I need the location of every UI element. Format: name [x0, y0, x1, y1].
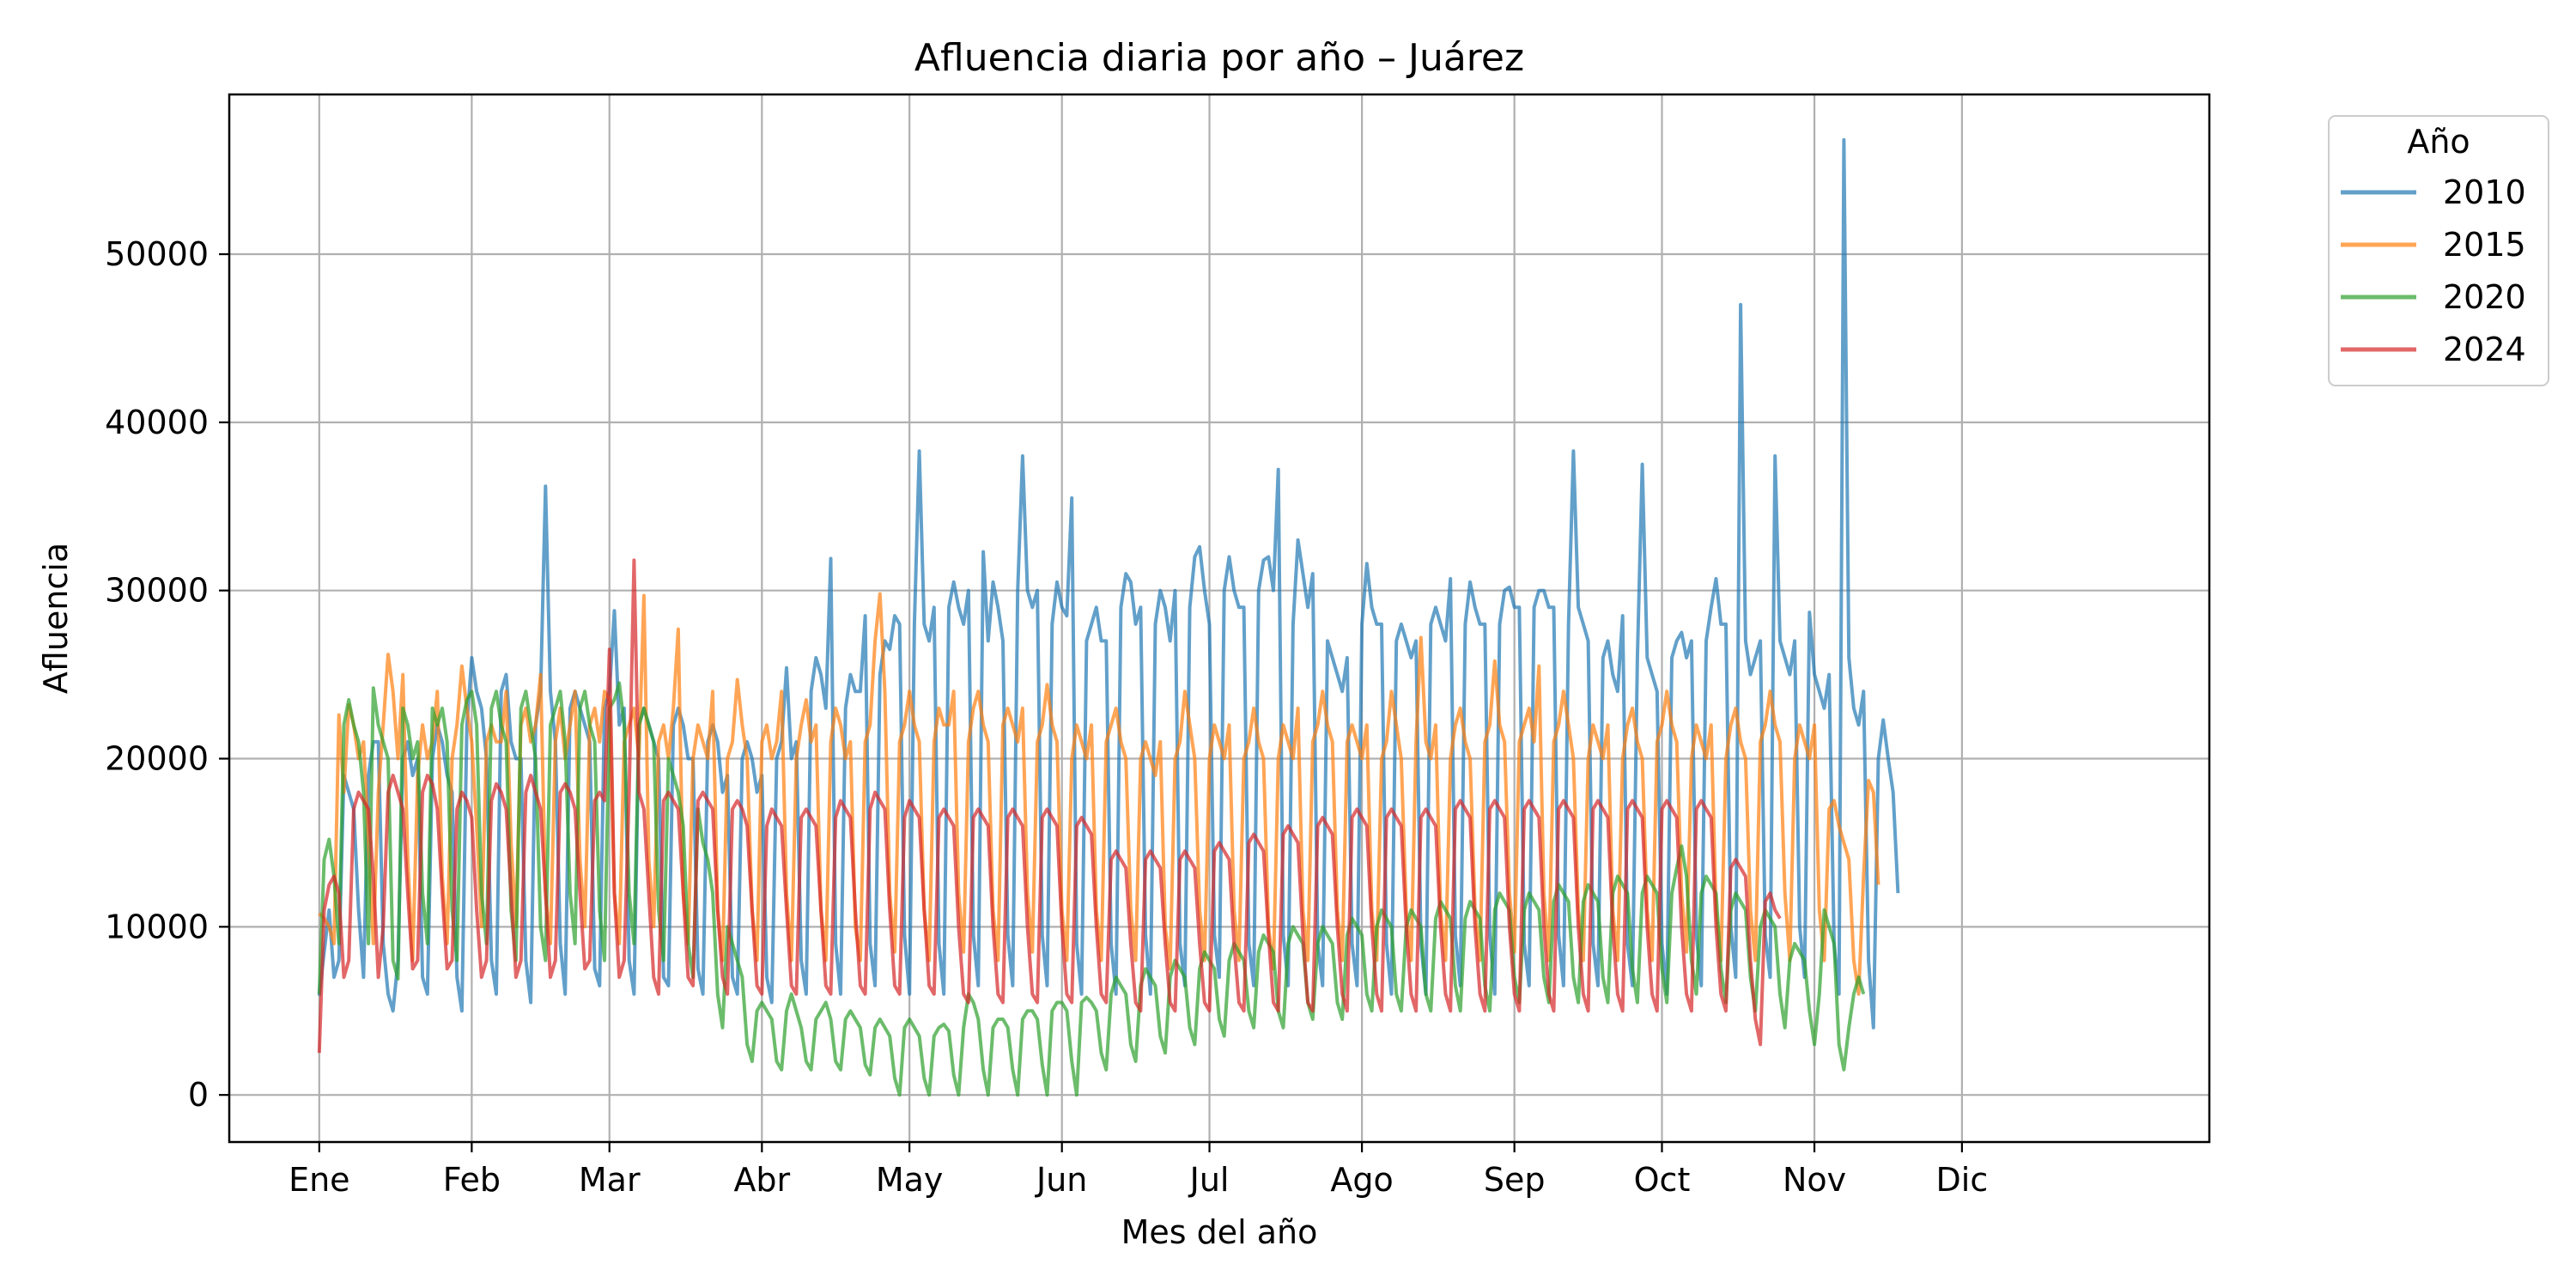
x-axis-label: Mes del año	[1121, 1213, 1318, 1251]
x-tick-label: Mar	[579, 1161, 641, 1199]
plot-area-frame	[228, 93, 2211, 1144]
x-tick-label: Dic	[1936, 1161, 1989, 1199]
x-tick-label: Jul	[1188, 1161, 1230, 1199]
y-tick-label: 30000	[105, 572, 209, 610]
x-tick-label: Feb	[443, 1161, 501, 1199]
legend-title: Año	[2407, 123, 2470, 161]
y-tick-label: 40000	[105, 404, 209, 441]
x-tick-label: Ago	[1330, 1161, 1393, 1199]
series-line-2024	[317, 558, 1782, 1054]
y-axis-label: Afluencia	[37, 543, 75, 694]
x-tick-label: Nov	[1783, 1161, 1846, 1199]
chart-title: Afluencia diaria por año – Juárez	[914, 36, 1524, 80]
legend-items: 2010 2015 2020 2024	[2341, 173, 2526, 368]
legend-label-2015: 2015	[2443, 226, 2526, 264]
x-tick-label: Abr	[733, 1161, 790, 1199]
series-layer	[317, 137, 1900, 1097]
x-tick-label: Ene	[289, 1161, 349, 1199]
x-tick-label: Oct	[1634, 1161, 1691, 1199]
x-axis: Ene Feb Mar Abr May Jun Jul Ago Sep Oct Nov Dic	[289, 1142, 1988, 1199]
series-line-2015	[318, 592, 1880, 996]
legend-box	[2328, 115, 2549, 386]
y-axis: 0 10000 20000 30000 40000 50000	[105, 235, 229, 1114]
y-tick-label: 10000	[105, 908, 209, 945]
y-tick-label: 50000	[105, 235, 209, 273]
x-tick-label: Jun	[1035, 1161, 1087, 1199]
x-tick-label: May	[876, 1161, 944, 1199]
legend-label-2020: 2020	[2443, 278, 2526, 316]
legend-label-2024: 2024	[2443, 331, 2526, 368]
legend-label-2010: 2010	[2443, 173, 2526, 211]
y-tick-label: 20000	[105, 740, 209, 778]
series-line-2010	[317, 137, 1900, 1030]
x-tick-label: Sep	[1484, 1161, 1546, 1199]
y-tick-label: 0	[188, 1076, 209, 1114]
legend: Año 2010 2015 2020 2024	[2328, 115, 2549, 386]
